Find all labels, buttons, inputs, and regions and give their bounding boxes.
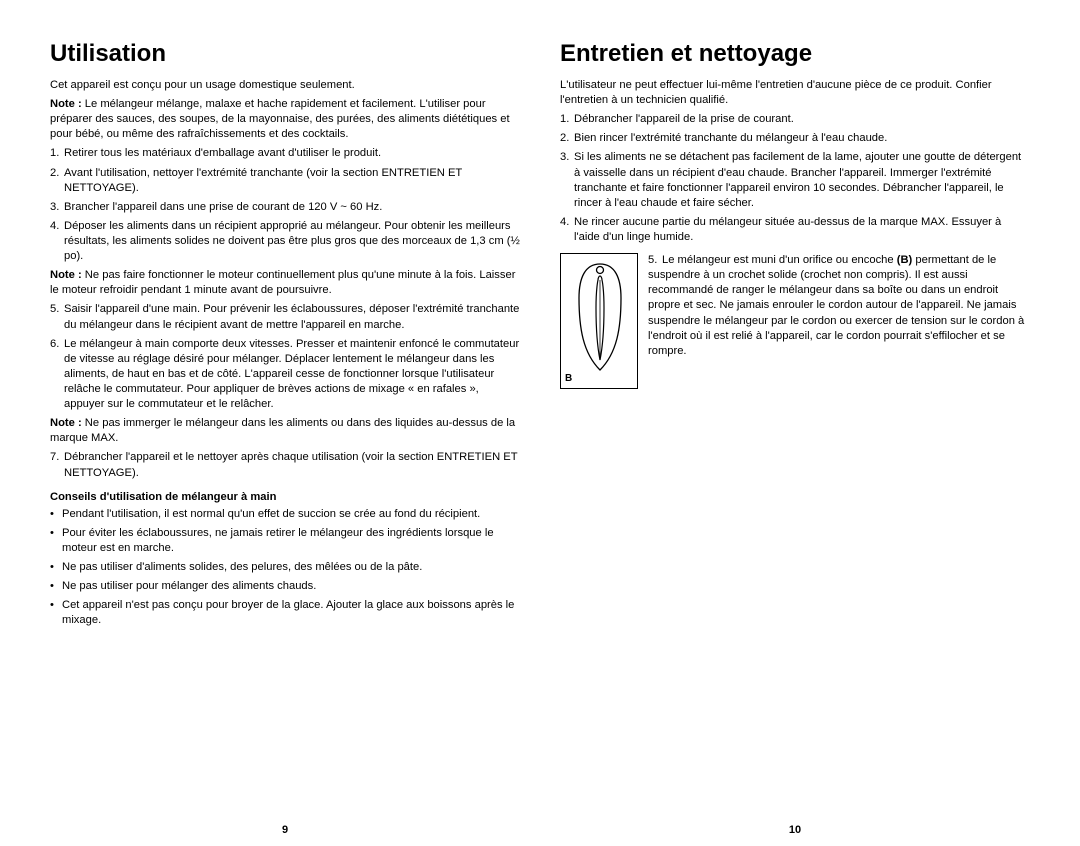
rstep-2: 2.Bien rincer l'extrémité tranchante du … (560, 131, 1030, 146)
rstep-3: 3.Si les aliments ne se détachent pas fa… (560, 150, 1030, 210)
step-6: 6.Le mélangeur à main comporte deux vite… (50, 337, 520, 413)
step5-number: 5. (648, 253, 662, 268)
heading-entretien: Entretien et nettoyage (560, 40, 1030, 68)
note-2: Note : Ne pas faire fonctionner le moteu… (50, 268, 520, 298)
step-3: 3.Brancher l'appareil dans une prise de … (50, 200, 520, 215)
note-body: Le mélangeur mélange, malaxe et hache ra… (50, 98, 510, 140)
intro-text: Cet appareil est conçu pour un usage dom… (50, 78, 520, 93)
step-2: 2.Avant l'utilisation, nettoyer l'extrém… (50, 166, 520, 196)
figure-b: B (560, 253, 638, 389)
tip-item: Ne pas utiliser pour mélanger des alimen… (50, 579, 520, 594)
figure-row: B 5.Le mélangeur est muni d'un orifice o… (560, 253, 1030, 389)
tip-item: Ne pas utiliser d'aliments solides, des … (50, 560, 520, 575)
figure-label-b: B (565, 373, 572, 384)
page-number-right: 10 (560, 814, 1030, 846)
hand-blender-icon (565, 258, 635, 378)
step-7: 7.Débrancher l'appareil et le nettoyer a… (50, 450, 520, 480)
note-1: Note : Le mélangeur mélange, malaxe et h… (50, 97, 520, 142)
rstep-4: 4.Ne rincer aucune partie du mélangeur s… (560, 215, 1030, 245)
note-body: Ne pas immerger le mélangeur dans les al… (50, 417, 515, 444)
figure-frame: B (560, 253, 638, 389)
step-1: 1.Retirer tous les matériaux d'emballage… (50, 146, 520, 161)
note-body: Ne pas faire fonctionner le moteur conti… (50, 269, 515, 296)
tip-item: Cet appareil n'est pas conçu pour broyer… (50, 598, 520, 628)
heading-utilisation: Utilisation (50, 40, 520, 68)
rstep-5: 5.Le mélangeur est muni d'un orifice ou … (648, 253, 1030, 389)
note-label: Note : (50, 269, 82, 281)
rstep-1: 1.Débrancher l'appareil de la prise de c… (560, 112, 1030, 127)
tip-item: Pendant l'utilisation, il est normal qu'… (50, 507, 520, 522)
right-column: Entretien et nettoyage L'utilisateur ne … (560, 40, 1030, 846)
step-5: 5.Saisir l'appareil d'une main. Pour pré… (50, 302, 520, 332)
page-number-left: 9 (50, 814, 520, 846)
intro-text-right: L'utilisateur ne peut effectuer lui-même… (560, 78, 1030, 108)
tip-item: Pour éviter les éclaboussures, ne jamais… (50, 526, 520, 556)
tips-heading: Conseils d'utilisation de mélangeur à ma… (50, 491, 520, 503)
note-label: Note : (50, 417, 82, 429)
left-column: Utilisation Cet appareil est conçu pour … (50, 40, 520, 846)
note-3: Note : Ne pas immerger le mélangeur dans… (50, 416, 520, 446)
note-label: Note : (50, 98, 82, 110)
step-4: 4.Déposer les aliments dans un récipient… (50, 219, 520, 264)
page-spread: Utilisation Cet appareil est conçu pour … (50, 40, 1030, 846)
